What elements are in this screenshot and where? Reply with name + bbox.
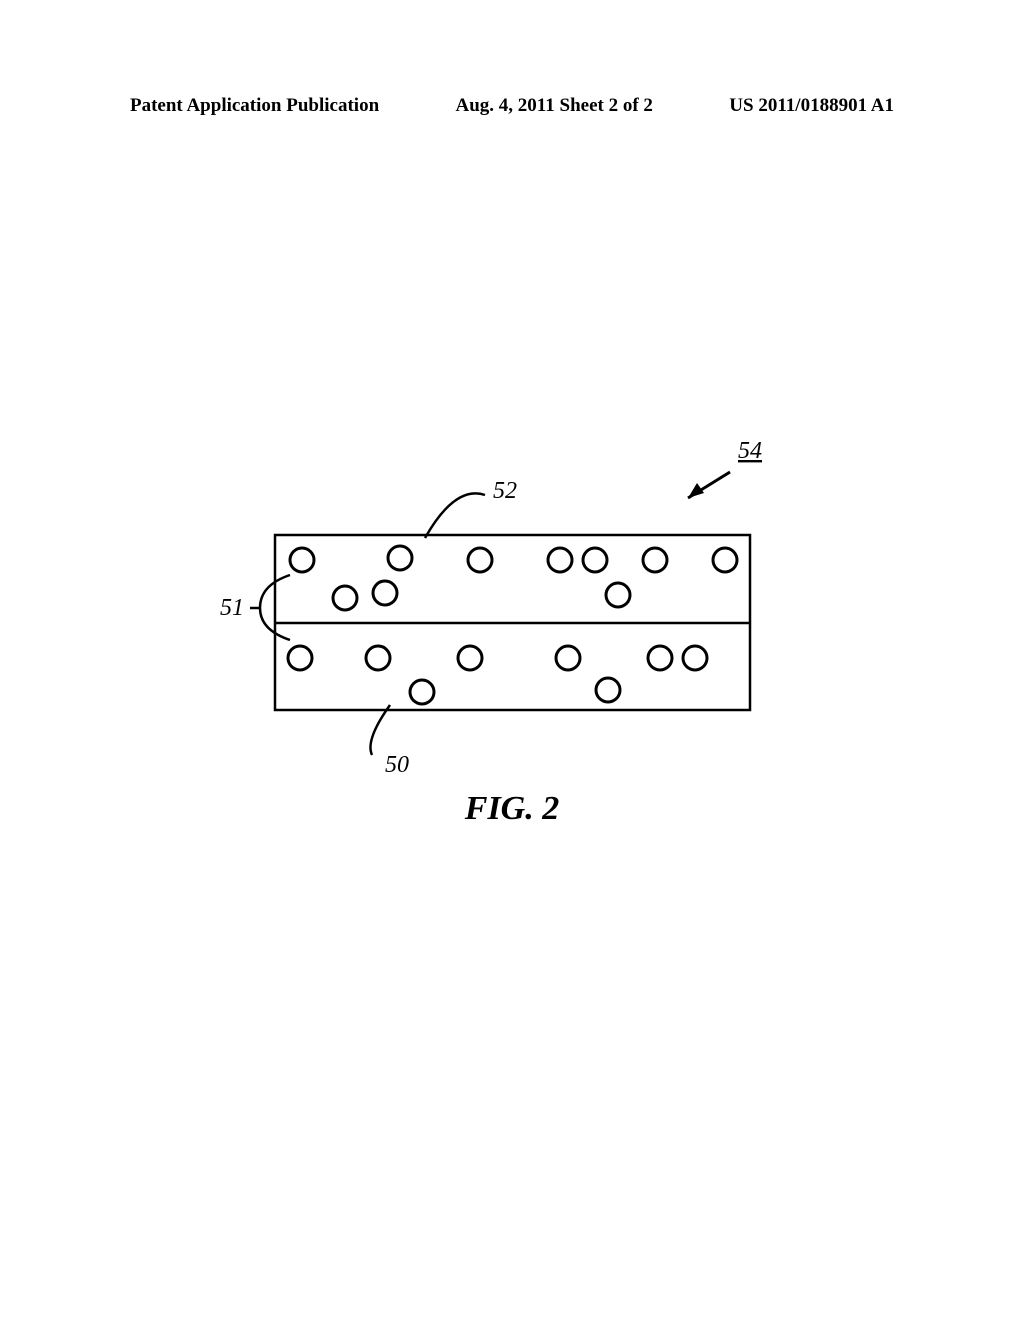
leader-50: 50	[370, 705, 409, 778]
figure-svg: 54 52	[200, 440, 800, 840]
header-date-sheet: Aug. 4, 2011 Sheet 2 of 2	[456, 95, 653, 117]
leader-54: 54	[688, 440, 762, 498]
figure-container: 54 52	[200, 440, 800, 840]
ref-label-54: 54	[738, 440, 762, 464]
leader-51: 51	[220, 575, 290, 640]
header-publication-number: US 2011/0188901 A1	[729, 95, 894, 117]
header-publication: Patent Application Publication	[130, 95, 379, 117]
bottom-row-circles	[288, 646, 707, 704]
top-row-circles	[290, 546, 737, 610]
leader-52: 52	[425, 478, 517, 538]
figure-caption: FIG. 2	[0, 790, 1024, 828]
ref-label-51: 51	[220, 595, 244, 621]
page-header: Patent Application Publication Aug. 4, 2…	[0, 95, 1024, 117]
ref-label-50: 50	[385, 752, 409, 778]
ref-label-52: 52	[493, 478, 517, 504]
